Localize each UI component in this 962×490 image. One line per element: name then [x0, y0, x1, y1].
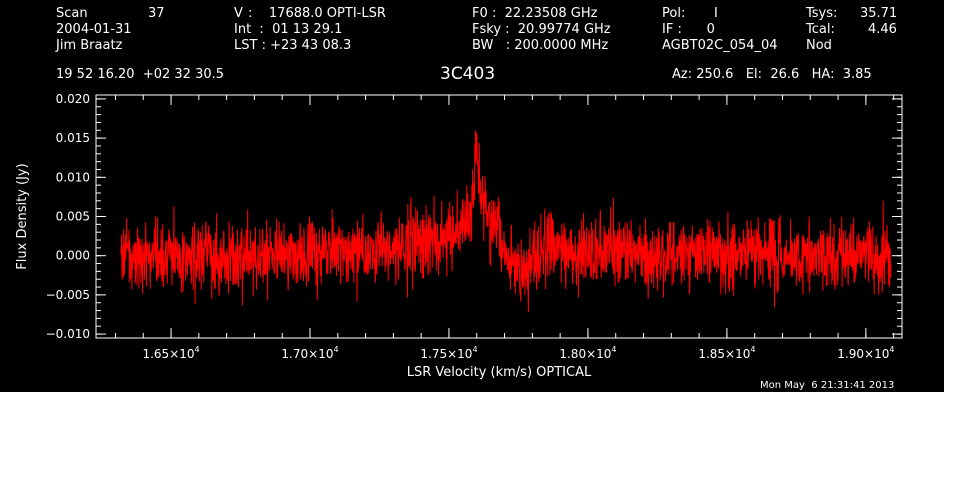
spectrum-line: [120, 130, 892, 313]
y-tick-label: 0.020: [56, 92, 90, 106]
tsys-value: 35.71: [860, 6, 898, 21]
axis-ticks-layer: −0.010 −0.005 0.000 0.005 0.010 0.015 0.020 1.6…: [46, 92, 902, 361]
tcal-value: 4.46: [868, 22, 897, 37]
timestamp: Mon May 6 21:31:41 2013: [760, 380, 895, 391]
x-tick-label: 1.85×104: [698, 345, 755, 361]
y-tick-label: −0.010: [46, 327, 90, 341]
observer-name: Jim Braatz: [56, 38, 123, 53]
x-tick-label: 1.75×104: [420, 345, 477, 361]
chart-title: 3C403: [440, 64, 496, 84]
lst-value: LST : +23 43 08.3: [234, 38, 352, 53]
scan-number: 37: [148, 6, 165, 21]
procedure-name: Nod: [806, 38, 832, 53]
if-number: IF : 0: [662, 22, 715, 37]
rest-freq-value: : 22.23508 GHz: [492, 6, 598, 21]
tcal-label: Tcal:: [806, 22, 835, 37]
y-tick-label: 0.000: [56, 249, 90, 263]
tsys-label: Tsys:: [806, 6, 838, 21]
pol-value: I: [714, 6, 718, 21]
obs-date: 2004-01-31: [56, 22, 132, 37]
y-tick-label: 0.015: [56, 131, 90, 145]
x-tick-label: 1.65×104: [142, 345, 199, 361]
rest-freq-label: F0: [472, 6, 488, 21]
x-tick-label: 1.70×104: [281, 345, 338, 361]
y-axis-label: Flux Density (Jy): [15, 163, 30, 269]
spectrum-trace-layer: [120, 130, 892, 313]
bandwidth-value: BW : 200.0000 MHz: [472, 38, 609, 53]
x-tick-label: 1.80×104: [559, 345, 616, 361]
spectrum-chart: −0.010 −0.005 0.000 0.005 0.010 0.015 0.020 1.6…: [15, 92, 903, 380]
x-tick-label: 1.90×104: [837, 345, 894, 361]
velocity-label: V: [234, 6, 243, 21]
project-id: AGBT02C_054_04: [662, 38, 778, 53]
az-el-ha: Az: 250.6 El: 26.6 HA: 3.85: [672, 67, 872, 82]
y-tick-label: −0.005: [46, 288, 90, 302]
y-tick-label: 0.005: [56, 210, 90, 224]
x-axis-label: LSR Velocity (km/s) OPTICAL: [407, 365, 592, 380]
source-coordinates: 19 52 16.20 +02 32 30.5: [56, 67, 225, 82]
pol-label: Pol:: [662, 6, 686, 21]
sky-frequency: Fsky : 20.99774 GHz: [472, 22, 611, 37]
integration-time: Int : 01 13 29.1: [234, 22, 343, 37]
y-tick-label: 0.010: [56, 170, 90, 184]
plot-panel: Scan 37 V : 17688.0 OPTI-LSR F0 : 22.235…: [0, 0, 944, 392]
scan-label: Scan: [56, 6, 88, 21]
velocity-value: : 17688.0 OPTI-LSR: [248, 6, 386, 21]
